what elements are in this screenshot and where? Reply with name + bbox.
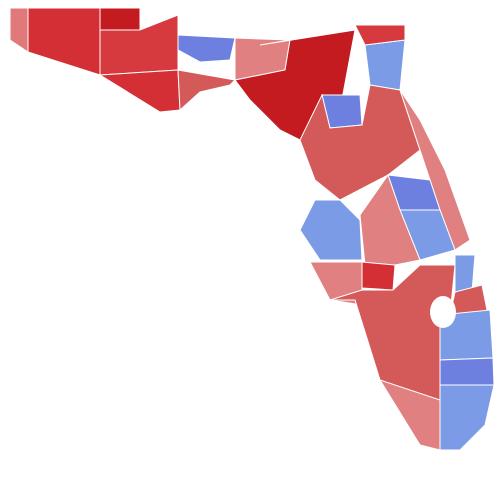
county-region — [378, 379, 441, 451]
county-region — [299, 199, 363, 261]
county-region — [177, 69, 237, 112]
county-region — [439, 384, 495, 451]
county-region — [99, 7, 141, 31]
county-region — [27, 7, 101, 76]
county-region — [454, 254, 476, 293]
county-region — [439, 357, 495, 386]
county-region — [98, 69, 181, 113]
county-region — [354, 24, 406, 46]
county-region — [9, 7, 29, 53]
county-region — [177, 34, 236, 63]
lake — [430, 296, 456, 328]
county-region — [364, 39, 406, 91]
county-region — [361, 261, 396, 291]
